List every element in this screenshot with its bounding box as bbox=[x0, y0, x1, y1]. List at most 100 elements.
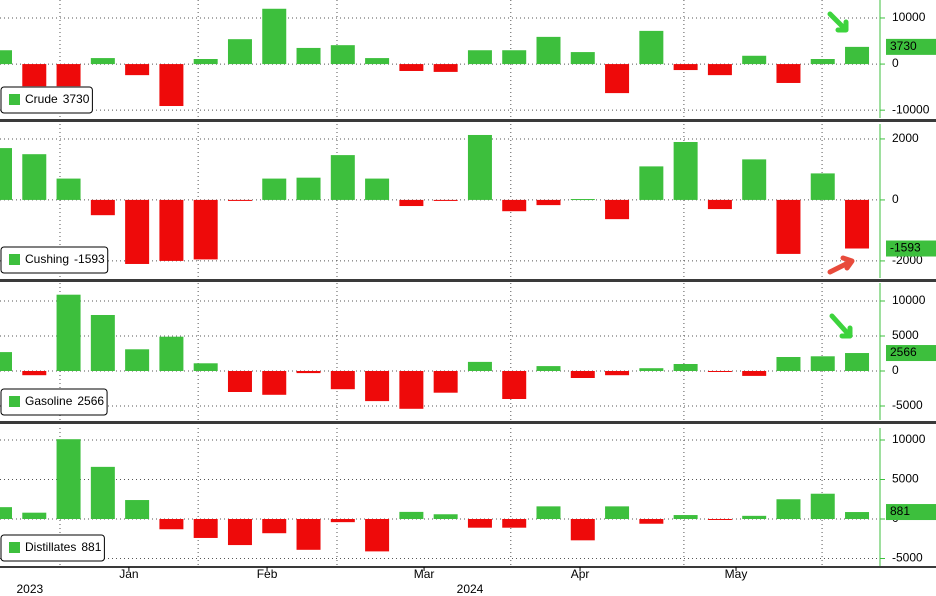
legend-value: 2566 bbox=[77, 394, 104, 408]
bar bbox=[227, 199, 252, 201]
bar bbox=[639, 368, 664, 371]
bar bbox=[90, 58, 115, 65]
bar bbox=[365, 178, 390, 200]
y-tick-label: 10000 bbox=[892, 293, 926, 307]
bar bbox=[467, 50, 492, 65]
bar bbox=[296, 177, 321, 200]
bar bbox=[193, 363, 218, 371]
bar bbox=[570, 199, 595, 201]
last-value-label: 3730 bbox=[890, 39, 917, 53]
last-value-box bbox=[886, 240, 936, 257]
bar bbox=[365, 58, 390, 65]
bar bbox=[742, 55, 767, 65]
bar bbox=[0, 50, 12, 65]
bar bbox=[707, 370, 732, 372]
legend-swatch bbox=[9, 254, 20, 265]
panel-separator bbox=[0, 421, 936, 424]
x-tick-label: Mar bbox=[414, 567, 435, 581]
bar bbox=[742, 370, 767, 376]
last-value-box bbox=[886, 38, 936, 55]
bar bbox=[159, 199, 184, 261]
bar bbox=[639, 166, 664, 200]
bar bbox=[296, 370, 321, 374]
y-tick-label: 0 bbox=[892, 56, 899, 70]
legend-swatch bbox=[9, 542, 20, 553]
bar bbox=[433, 370, 458, 393]
bar bbox=[502, 50, 527, 65]
bar bbox=[227, 370, 252, 392]
y-tick-label: 0 bbox=[892, 192, 899, 206]
bar bbox=[193, 518, 218, 538]
bar bbox=[707, 64, 732, 76]
bar bbox=[193, 59, 218, 65]
bar bbox=[125, 199, 150, 264]
panel-separator bbox=[0, 119, 936, 122]
bar bbox=[193, 199, 218, 260]
legend-label: Crude 3730 bbox=[25, 92, 90, 106]
y-tick-label: -5000 bbox=[892, 551, 923, 565]
bar bbox=[330, 370, 355, 390]
bar bbox=[90, 199, 115, 216]
last-value-box bbox=[886, 345, 936, 362]
bar bbox=[845, 353, 870, 371]
legend-box bbox=[0, 388, 108, 416]
bar bbox=[433, 64, 458, 72]
bar bbox=[22, 154, 47, 200]
bar bbox=[433, 199, 458, 201]
bar bbox=[845, 512, 870, 519]
bar bbox=[810, 59, 835, 65]
bar bbox=[125, 64, 150, 76]
bar bbox=[56, 178, 81, 200]
bar bbox=[399, 199, 424, 207]
bar bbox=[433, 514, 458, 519]
bar bbox=[536, 36, 561, 65]
bar bbox=[0, 352, 12, 371]
bar bbox=[570, 52, 595, 65]
legend-label: Distillates 881 bbox=[25, 540, 102, 554]
last-value-label: 881 bbox=[890, 504, 910, 518]
y-tick-label: 10000 bbox=[892, 10, 926, 24]
bar bbox=[159, 518, 184, 530]
legend: Crude 3730 bbox=[0, 86, 93, 114]
bar bbox=[227, 518, 252, 546]
bar bbox=[673, 64, 698, 71]
legend-name: Cushing bbox=[25, 252, 69, 266]
legend: Distillates 881 bbox=[0, 534, 105, 562]
bar bbox=[159, 64, 184, 107]
bar bbox=[262, 178, 287, 200]
bar bbox=[502, 199, 527, 212]
legend-swatch bbox=[9, 94, 20, 105]
bar bbox=[22, 64, 47, 87]
bar bbox=[742, 515, 767, 519]
y-tick-label: 2000 bbox=[892, 131, 919, 145]
bar bbox=[22, 370, 47, 376]
legend-name: Gasoline bbox=[25, 394, 73, 408]
bar bbox=[810, 173, 835, 200]
x-tick-label: Apr bbox=[571, 567, 590, 581]
bar bbox=[399, 511, 424, 519]
legend-name: Crude bbox=[25, 92, 58, 106]
bar bbox=[467, 134, 492, 200]
legend-box bbox=[0, 246, 109, 274]
bar bbox=[673, 141, 698, 200]
bar bbox=[330, 45, 355, 65]
annotation-arrows bbox=[827, 11, 855, 339]
legend-label: Cushing -1593 bbox=[25, 252, 105, 266]
bar bbox=[399, 370, 424, 409]
y-tick-label: -10000 bbox=[892, 102, 930, 116]
legend: Cushing -1593 bbox=[0, 246, 109, 274]
bar bbox=[227, 39, 252, 65]
bar bbox=[673, 363, 698, 371]
bar bbox=[22, 512, 47, 519]
bar bbox=[296, 518, 321, 550]
bar bbox=[605, 506, 630, 519]
bar bbox=[262, 8, 287, 65]
bar bbox=[56, 294, 81, 371]
panel-separator bbox=[0, 279, 936, 282]
bar bbox=[0, 148, 12, 200]
legend-value: 3730 bbox=[63, 92, 90, 106]
legend-value: -1593 bbox=[74, 252, 105, 266]
y-tick-label: -2000 bbox=[892, 253, 923, 267]
y-tick-label: 5000 bbox=[892, 472, 919, 486]
